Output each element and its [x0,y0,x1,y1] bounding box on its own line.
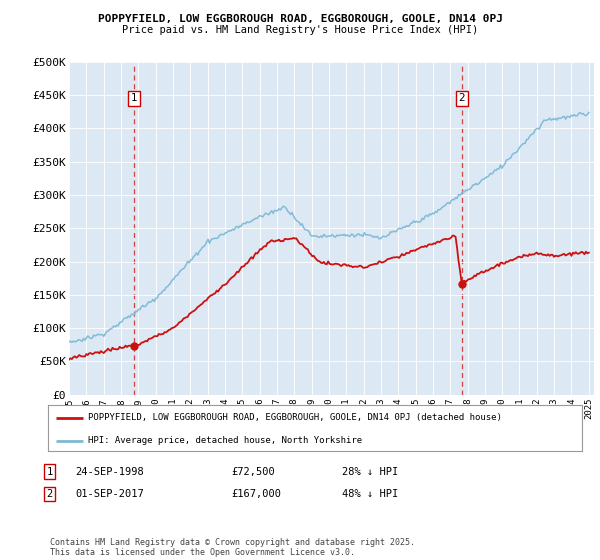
Text: £72,500: £72,500 [231,466,275,477]
Text: £167,000: £167,000 [231,489,281,499]
Text: 1: 1 [47,466,53,477]
Text: 48% ↓ HPI: 48% ↓ HPI [342,489,398,499]
Text: 1: 1 [130,94,137,103]
Text: POPPYFIELD, LOW EGGBOROUGH ROAD, EGGBOROUGH, GOOLE, DN14 0PJ: POPPYFIELD, LOW EGGBOROUGH ROAD, EGGBORO… [97,14,503,24]
Text: 28% ↓ HPI: 28% ↓ HPI [342,466,398,477]
Text: POPPYFIELD, LOW EGGBOROUGH ROAD, EGGBOROUGH, GOOLE, DN14 0PJ (detached house): POPPYFIELD, LOW EGGBOROUGH ROAD, EGGBORO… [88,413,502,422]
Text: Contains HM Land Registry data © Crown copyright and database right 2025.
This d: Contains HM Land Registry data © Crown c… [50,538,415,557]
Text: 01-SEP-2017: 01-SEP-2017 [75,489,144,499]
Text: 2: 2 [458,94,465,103]
Text: HPI: Average price, detached house, North Yorkshire: HPI: Average price, detached house, Nort… [88,436,362,445]
Text: Price paid vs. HM Land Registry's House Price Index (HPI): Price paid vs. HM Land Registry's House … [122,25,478,35]
Text: 2: 2 [47,489,53,499]
Text: 24-SEP-1998: 24-SEP-1998 [75,466,144,477]
